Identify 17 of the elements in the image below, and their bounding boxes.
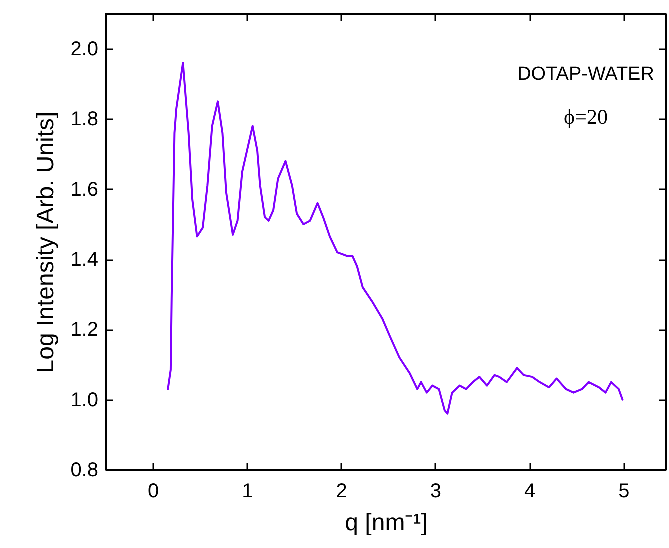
annotation: DOTAP-WATER <box>518 64 654 85</box>
y-tick-label: 1.6 <box>70 178 98 201</box>
x-tick-label: 1 <box>242 480 254 502</box>
x-tick-label: 4 <box>524 480 536 502</box>
x-tick-label: 2 <box>336 480 348 502</box>
y-tick-label: 1.0 <box>70 389 98 412</box>
y-tick-label: 1.4 <box>70 249 98 272</box>
y-tick-label: 0.8 <box>70 460 98 482</box>
y-tick-label: 2.0 <box>70 38 98 61</box>
y-tick-label: 1.2 <box>70 319 98 342</box>
x-tick-label: 3 <box>430 480 442 502</box>
y-tick-label: 1.8 <box>70 108 98 131</box>
x-tick-label: 0 <box>148 480 160 502</box>
x-axis-title: q [nm⁻¹] <box>345 510 428 536</box>
annotation: ϕ=20 <box>564 105 608 129</box>
y-axis-title: Log Intensity [Arb. Units] <box>32 112 60 374</box>
x-tick-label: 5 <box>618 480 630 502</box>
